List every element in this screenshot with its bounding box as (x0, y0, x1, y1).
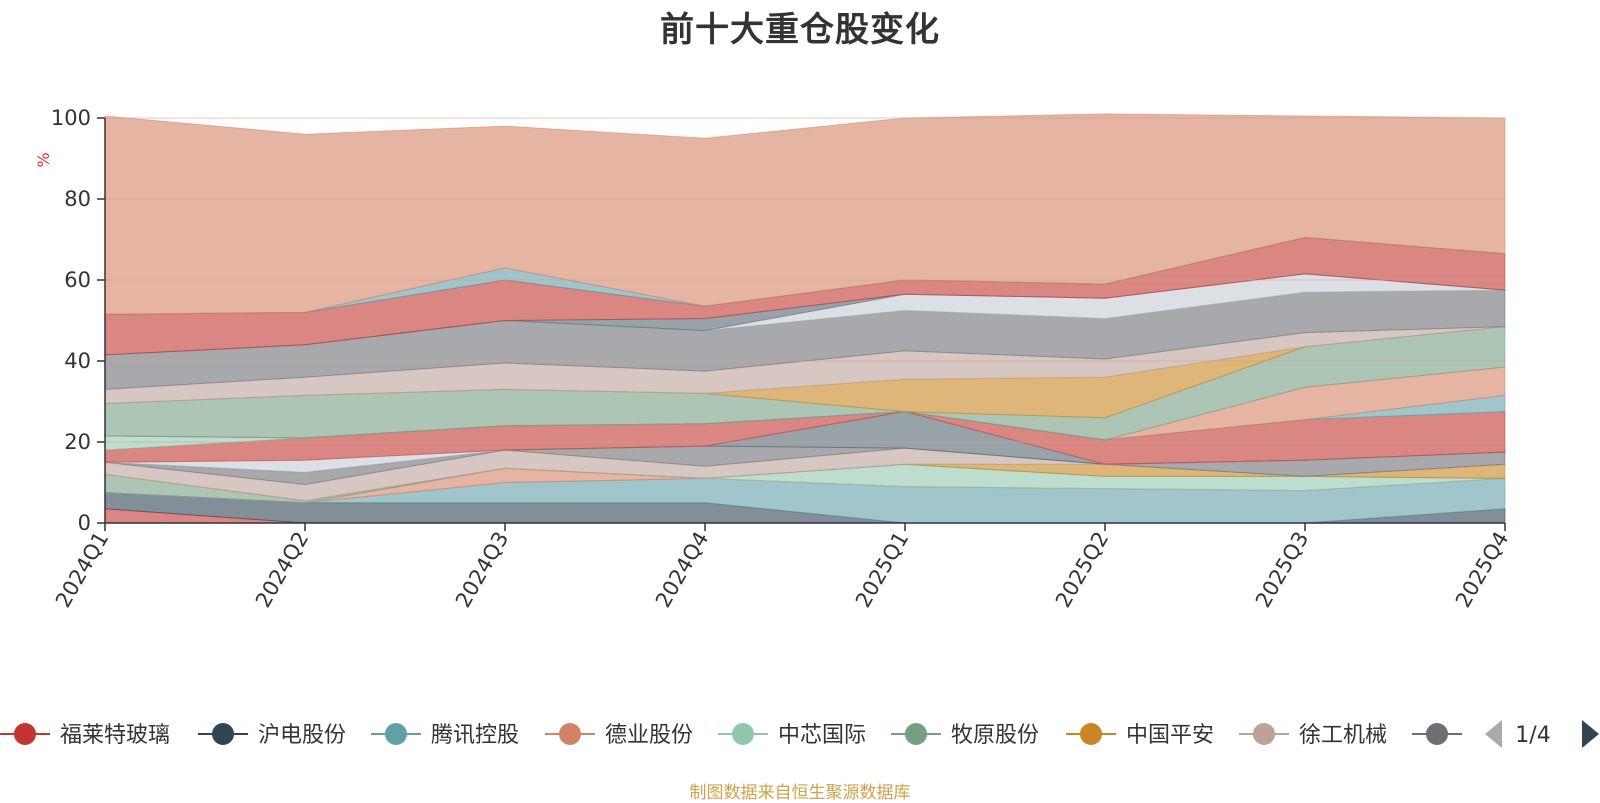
legend-item-6[interactable]: 中国平安 (1066, 723, 1214, 748)
circle-line-icon (212, 723, 234, 745)
legend-label: 沪电股份 (258, 723, 346, 748)
legend-label: 徐工机械 (1299, 723, 1387, 748)
circle-line-icon (1080, 723, 1102, 745)
y-tick-label: 20 (64, 430, 91, 454)
legend-label: 中国平安 (1126, 723, 1214, 748)
x-tick-label: 2024Q2 (251, 528, 313, 612)
y-tick-label: 100 (51, 106, 91, 130)
circle-line-icon (14, 723, 36, 745)
legend-item-7[interactable]: 徐工机械 (1239, 723, 1387, 748)
circle-line-icon (1426, 723, 1448, 745)
x-tick-label: 2024Q3 (451, 528, 513, 612)
y-tick-label: 0 (78, 511, 91, 535)
x-tick-label: 2025Q2 (1051, 528, 1113, 612)
legend-item-3[interactable]: 德业股份 (545, 723, 693, 748)
area-series-layer (104, 113, 1506, 524)
triangle-left-icon[interactable] (1485, 720, 1502, 748)
chart-title: 前十大重仓股变化 (660, 10, 940, 50)
legend-label: 福莱特玻璃 (60, 723, 170, 748)
legend-item-2[interactable]: 腾讯控股 (371, 723, 519, 748)
legend-item-4[interactable]: 中芯国际 (718, 723, 866, 748)
x-tick-label: 2025Q4 (1451, 528, 1513, 612)
circle-line-icon (559, 723, 581, 745)
circle-line-icon (385, 723, 407, 745)
legend-label: 德业股份 (605, 723, 693, 748)
legend-item-8[interactable] (1412, 723, 1462, 745)
legend-label: 腾讯控股 (431, 723, 519, 748)
y-tick-label: 60 (64, 268, 91, 292)
x-tick-label: 2024Q1 (51, 528, 113, 612)
legend-label: 牧原股份 (951, 723, 1039, 748)
x-tick-label: 2025Q3 (1251, 528, 1313, 612)
triangle-right-icon[interactable] (1582, 720, 1599, 748)
legend-item-5[interactable]: 牧原股份 (891, 723, 1039, 748)
legend-page-indicator: 1/4 (1515, 723, 1550, 748)
area-series-23[interactable] (104, 113, 1506, 315)
x-tick-label: 2025Q1 (851, 528, 913, 612)
y-tick-label: 80 (64, 187, 91, 211)
circle-line-icon (905, 723, 927, 745)
legend-item-1[interactable]: 沪电股份 (198, 723, 346, 748)
circle-line-icon (1253, 723, 1275, 745)
legend-label: 中芯国际 (778, 723, 866, 748)
y-axis-unit-label: % (34, 152, 53, 167)
circle-line-icon (732, 723, 754, 745)
legend-item-0[interactable]: 福莱特玻璃 (0, 723, 170, 748)
gridlines (105, 117, 1505, 443)
x-tick-label: 2024Q4 (651, 528, 713, 612)
data-source-note: 制图数据来自恒生聚源数据库 (689, 783, 911, 803)
y-tick-label: 40 (64, 349, 91, 373)
legend: 福莱特玻璃 沪电股份 腾讯控股 德业股份 中芯国际 牧原股份 中国平安 徐工机械 1/4 (0, 720, 1599, 748)
